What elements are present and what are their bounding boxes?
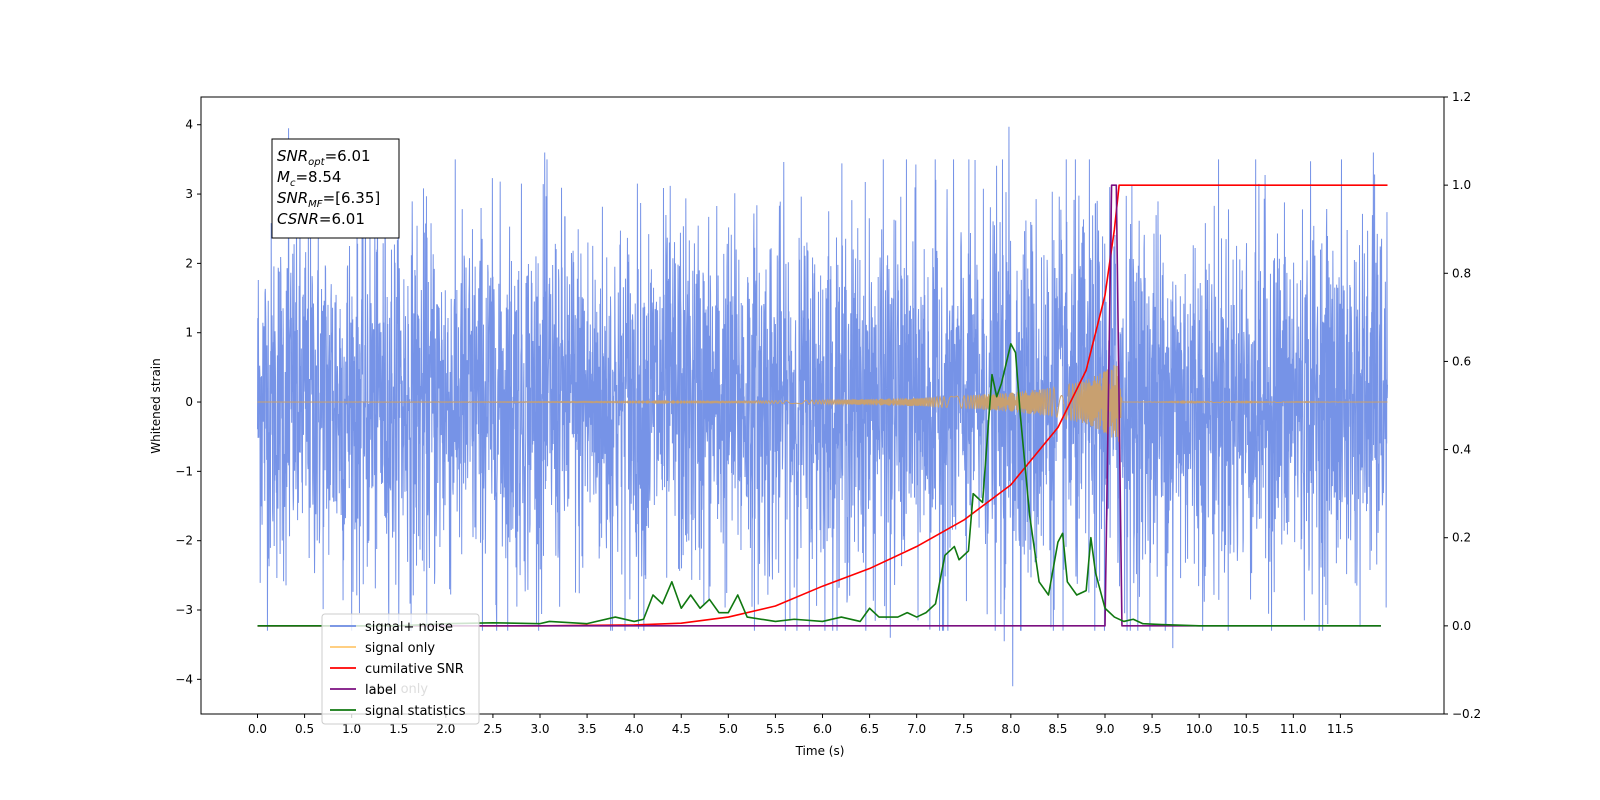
x-tick-label-9: 4.5 — [672, 722, 691, 736]
x-tick-label-22: 11.0 — [1280, 722, 1307, 736]
x-tick-label-17: 8.5 — [1048, 722, 1067, 736]
y-left-tick-label-7: 3 — [185, 187, 193, 201]
x-tick-label-3: 1.5 — [389, 722, 408, 736]
x-tick-label-23: 11.5 — [1327, 722, 1354, 736]
x-tick-label-18: 9.0 — [1095, 722, 1114, 736]
series-2-cumilative-snr — [257, 184, 1388, 627]
x-tick-label-20: 10.0 — [1186, 722, 1213, 736]
series-3-label — [257, 184, 1381, 627]
y-axis-label: Whitened strain — [149, 358, 163, 454]
annotation-line-0: SNRopt=6.01 — [277, 147, 371, 168]
x-tick-label-21: 10.5 — [1233, 722, 1260, 736]
x-tick-label-10: 5.0 — [719, 722, 738, 736]
x-axis: 0.0 0.5 1.0 1.5 2.0 2.5 3.0 3.5 4.0 4.5 5.0 5.5 6.0 6… — [248, 714, 1354, 736]
y-left-tick-label-6: 2 — [185, 256, 193, 270]
x-tick-label-19: 9.5 — [1143, 722, 1162, 736]
y-left-tick-label-8: 4 — [185, 118, 193, 132]
legend-label-0: signal+ noise — [365, 620, 453, 635]
y-left-tick-label-1: −3 — [175, 603, 193, 617]
y-right-tick-label-0: −0.2 — [1452, 707, 1481, 721]
y-left-tick-label-2: −2 — [175, 534, 193, 548]
x-tick-label-15: 7.5 — [954, 722, 973, 736]
series-1-signal-only — [257, 365, 1388, 442]
y-right-tick-label-2: 0.2 — [1452, 531, 1471, 545]
x-tick-label-11: 5.5 — [766, 722, 785, 736]
y-right-tick-label-1: 0.0 — [1452, 619, 1471, 633]
y-right-tick-label-7: 1.2 — [1452, 90, 1471, 104]
y-left-tick-label-5: 1 — [185, 326, 193, 340]
x-tick-label-14: 7.0 — [907, 722, 926, 736]
legend: label only signal+ noise signal only cumila… — [321, 613, 480, 725]
legend-overlap-text: label only — [365, 682, 428, 697]
y-right-tick-label-3: 0.4 — [1452, 443, 1471, 457]
x-tick-label-4: 2.0 — [436, 722, 455, 736]
x-tick-label-0: 0.0 — [248, 722, 267, 736]
y-right-axis: −0.2 0.0 0.2 0.4 0.6 0.8 1.0 1.2 — [1444, 90, 1481, 721]
x-tick-label-2: 1.0 — [342, 722, 361, 736]
annotation-line-3: CSNR=6.01 — [277, 210, 365, 228]
x-tick-label-6: 3.0 — [530, 722, 549, 736]
y-right-tick-label-5: 0.8 — [1452, 266, 1471, 280]
series-4-signal-statistics — [257, 343, 1381, 627]
x-tick-label-12: 6.0 — [813, 722, 832, 736]
annotation-frame — [271, 138, 400, 239]
series-layer — [257, 126, 1388, 687]
y-right-tick-label-4: 0.6 — [1452, 354, 1471, 368]
y-left-tick-label-0: −4 — [175, 672, 193, 686]
y-right-tick-label-6: 1.0 — [1452, 178, 1471, 192]
x-tick-label-16: 8.0 — [1001, 722, 1020, 736]
x-tick-label-8: 4.0 — [625, 722, 644, 736]
y-left-tick-label-4: 0 — [185, 395, 193, 409]
y-left-tick-label-3: −1 — [175, 464, 193, 478]
legend-label-2: cumilative SNR — [365, 662, 464, 677]
x-tick-label-13: 6.5 — [860, 722, 879, 736]
legend-label-1: signal only — [365, 641, 435, 656]
x-tick-label-5: 2.5 — [483, 722, 502, 736]
y-left-axis: −4 −3 −2 −1 0 1 2 3 4 — [175, 118, 201, 686]
annotation-line-2: SNRMF=[6.35] — [277, 189, 380, 210]
legend-label-4: signal statistics — [365, 704, 466, 719]
legend-label-3: label — [365, 683, 396, 698]
x-tick-label-7: 3.5 — [578, 722, 597, 736]
legend-frame — [321, 613, 480, 725]
x-axis-label: Time (s) — [795, 744, 845, 758]
annotation-line-1: Mc=8.54 — [277, 168, 341, 189]
series-0-signal-noise — [257, 126, 1388, 687]
x-tick-label-1: 0.5 — [295, 722, 314, 736]
